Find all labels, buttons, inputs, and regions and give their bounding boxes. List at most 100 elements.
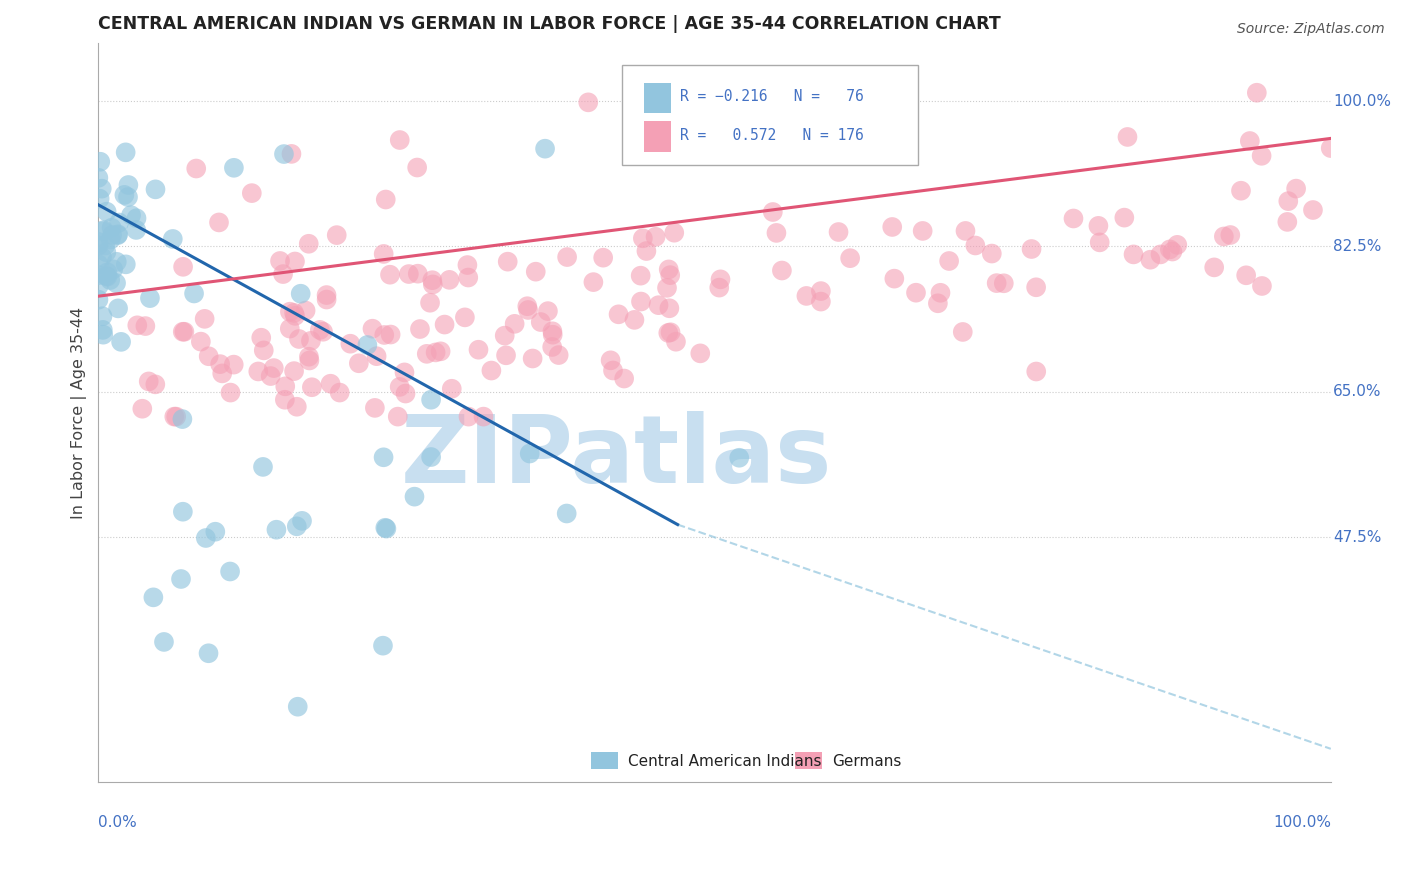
Point (494, 328, 516, 343)
Point (1246, 86, 1268, 100)
Point (1234, 268, 1257, 283)
Point (555, 250, 578, 264)
Point (280, 147, 302, 161)
Point (420, 273, 443, 287)
Point (100, 220, 122, 235)
Point (582, 275, 605, 289)
Point (312, 325, 335, 339)
Point (623, 313, 645, 327)
Point (139, 291, 162, 305)
Point (291, 514, 314, 528)
Point (602, 363, 624, 377)
Point (644, 229, 666, 244)
Point (496, 254, 519, 268)
Point (1114, 211, 1136, 225)
Point (87, 238, 110, 252)
Point (1149, 247, 1171, 261)
Text: 82.5%: 82.5% (1333, 239, 1382, 254)
Point (631, 231, 654, 245)
Point (269, 254, 291, 268)
Point (90, 181, 112, 195)
Point (315, 293, 337, 307)
Point (576, 95, 599, 110)
Point (170, 572, 193, 586)
Point (409, 322, 432, 336)
Point (315, 288, 337, 302)
Point (1139, 252, 1161, 267)
Point (373, 450, 395, 465)
Point (796, 289, 818, 303)
Text: CENTRAL AMERICAN INDIAN VS GERMAN IN LABOR FORCE | AGE 35-44 CORRELATION CHART: CENTRAL AMERICAN INDIAN VS GERMAN IN LAB… (98, 15, 1001, 33)
Point (222, 161, 245, 175)
Point (91, 224, 114, 238)
Point (1161, 244, 1184, 259)
Point (87, 235, 110, 249)
Point (87, 278, 110, 293)
Point (173, 325, 195, 339)
Point (361, 321, 384, 335)
Point (555, 507, 578, 521)
Point (530, 315, 553, 329)
Point (298, 350, 321, 364)
Point (329, 385, 352, 400)
Point (503, 317, 526, 331)
Point (416, 347, 439, 361)
Point (419, 295, 441, 310)
Text: Source: ZipAtlas.com: Source: ZipAtlas.com (1237, 22, 1385, 37)
Point (375, 522, 398, 536)
Point (339, 336, 361, 351)
Point (287, 699, 309, 714)
Point (993, 277, 1015, 291)
Point (190, 334, 212, 349)
Point (665, 334, 688, 349)
Point (599, 353, 621, 368)
Point (125, 223, 148, 237)
Point (659, 326, 682, 340)
Point (388, 380, 411, 394)
Point (101, 227, 124, 242)
Point (420, 450, 443, 464)
Point (325, 228, 347, 243)
Point (278, 321, 301, 335)
Point (1166, 237, 1188, 252)
Point (96, 245, 118, 260)
Point (929, 285, 952, 300)
Point (406, 161, 429, 175)
Point (534, 142, 557, 156)
Point (98, 273, 121, 287)
Point (1250, 149, 1272, 163)
Point (810, 294, 832, 309)
Point (103, 262, 125, 277)
Point (283, 364, 305, 378)
Point (810, 284, 832, 298)
Point (91, 327, 114, 342)
Point (219, 385, 242, 400)
Point (153, 635, 176, 649)
Point (380, 327, 402, 342)
Point (394, 365, 416, 379)
Point (301, 380, 323, 394)
Point (145, 182, 167, 196)
Point (298, 353, 321, 368)
Point (762, 205, 785, 219)
Point (911, 224, 934, 238)
Point (222, 358, 245, 372)
Point (952, 325, 974, 339)
Point (209, 357, 232, 371)
Point (114, 145, 136, 160)
Point (378, 268, 401, 282)
Point (547, 348, 569, 362)
Point (117, 178, 139, 192)
Point (728, 450, 751, 465)
Point (1159, 243, 1181, 257)
Point (851, 109, 873, 123)
Point (541, 324, 564, 338)
Point (541, 340, 564, 354)
Point (827, 225, 849, 239)
Point (422, 277, 444, 292)
Point (142, 591, 165, 605)
Point (186, 161, 208, 176)
Point (278, 304, 301, 318)
Point (537, 304, 560, 318)
Point (1239, 134, 1261, 148)
